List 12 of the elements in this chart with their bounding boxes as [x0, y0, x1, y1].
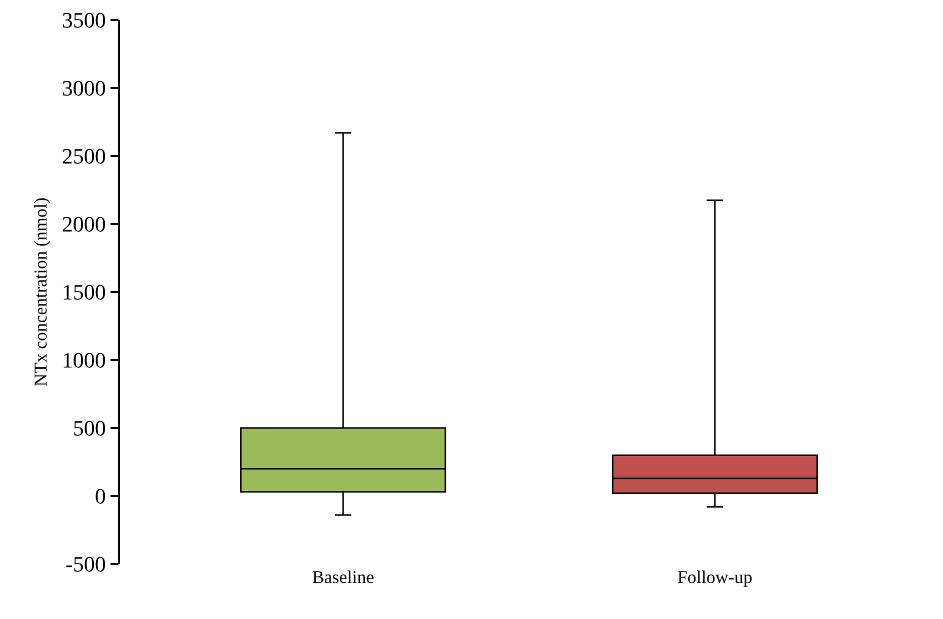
y-axis-title: NTx concentration (nmol) — [30, 198, 51, 386]
y-tick-label: 1000 — [62, 348, 106, 373]
y-tick-label: 3500 — [62, 8, 106, 33]
y-tick-label: -500 — [66, 552, 106, 577]
x-tick-label: Baseline — [312, 567, 374, 587]
y-tick-label: 3000 — [62, 76, 106, 101]
y-tick-label: 1500 — [62, 280, 106, 305]
y-tick-label: 500 — [72, 416, 106, 441]
y-tick-label: 2500 — [62, 144, 106, 169]
y-tick-label: 0 — [94, 484, 106, 509]
x-tick-label: Follow-up — [677, 567, 752, 587]
y-tick-label: 2000 — [62, 212, 106, 237]
